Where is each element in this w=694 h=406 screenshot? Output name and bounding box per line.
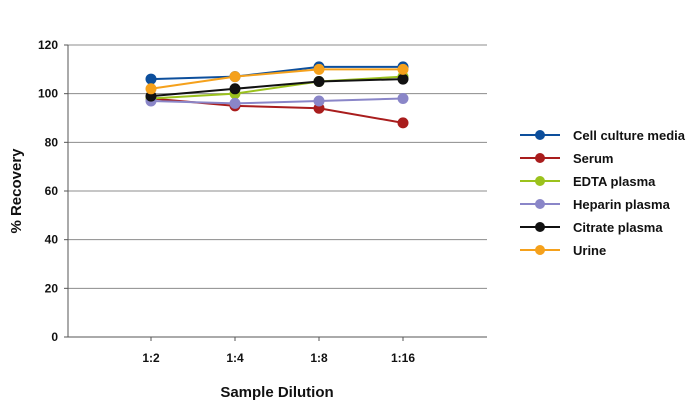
legend-item-edta-plasma: EDTA plasma (520, 174, 656, 189)
data-point (229, 83, 241, 95)
x-axis-title: Sample Dilution (220, 384, 333, 401)
series-line-cell-culture-media (150, 65, 403, 81)
x-tick-label: 1:16 (391, 351, 415, 365)
legend-swatch-marker (535, 222, 545, 232)
data-point (397, 117, 409, 129)
series-line-urine (150, 68, 403, 90)
legend-swatch-marker (535, 153, 545, 163)
legend-swatch-marker (535, 130, 545, 140)
y-tick-label: 60 (45, 184, 59, 198)
x-tick-label: 1:4 (226, 351, 244, 365)
data-point (313, 95, 325, 107)
legend-swatch-marker (535, 245, 545, 255)
legend-label: EDTA plasma (573, 174, 656, 189)
legend-swatch-marker (535, 176, 545, 186)
axes (64, 44, 487, 341)
series-line-edta-plasma (150, 75, 404, 100)
data-point (397, 73, 409, 85)
legend-label: Serum (573, 151, 613, 166)
legend-item-citrate-plasma: Citrate plasma (520, 220, 663, 235)
x-tick-labels: 1:2 1:4 1:8 1:16 (142, 351, 415, 365)
data-point (145, 83, 157, 95)
grid-lines (68, 44, 487, 289)
series-urine (145, 63, 409, 95)
x-tick-label: 1:2 (142, 351, 160, 365)
x-tick-label: 1:8 (310, 351, 328, 365)
data-point (229, 71, 241, 83)
data-point (229, 97, 241, 109)
data-point (145, 73, 157, 85)
legend: Cell culture media Serum EDTA plasma Hepari… (520, 128, 686, 258)
series-group (145, 61, 409, 129)
y-tick-label: 120 (38, 38, 58, 52)
y-tick-label: 0 (51, 330, 58, 344)
legend-label: Cell culture media (573, 128, 686, 143)
data-point (397, 93, 409, 105)
legend-item-serum: Serum (520, 151, 613, 166)
series-line-heparin-plasma (150, 97, 404, 105)
y-tick-label: 20 (45, 281, 59, 295)
y-tick-labels: 0 20 40 60 80 100 120 (38, 38, 58, 344)
y-tick-label: 40 (45, 233, 59, 247)
data-point (313, 76, 325, 87)
legend-swatch-marker (535, 199, 545, 209)
y-tick-label: 100 (38, 87, 58, 101)
data-point (313, 63, 325, 75)
legend-item-urine: Urine (520, 243, 606, 258)
legend-item-heparin-plasma: Heparin plasma (520, 197, 671, 212)
legend-item-cell-culture-media: Cell culture media (520, 128, 686, 143)
legend-label: Heparin plasma (573, 197, 671, 212)
legend-label: Urine (573, 243, 606, 258)
data-point (397, 63, 409, 75)
legend-label: Citrate plasma (573, 220, 663, 235)
series-line-citrate-plasma (150, 78, 404, 98)
y-tick-label: 80 (45, 135, 59, 149)
y-axis-title: % Recovery (8, 148, 25, 234)
